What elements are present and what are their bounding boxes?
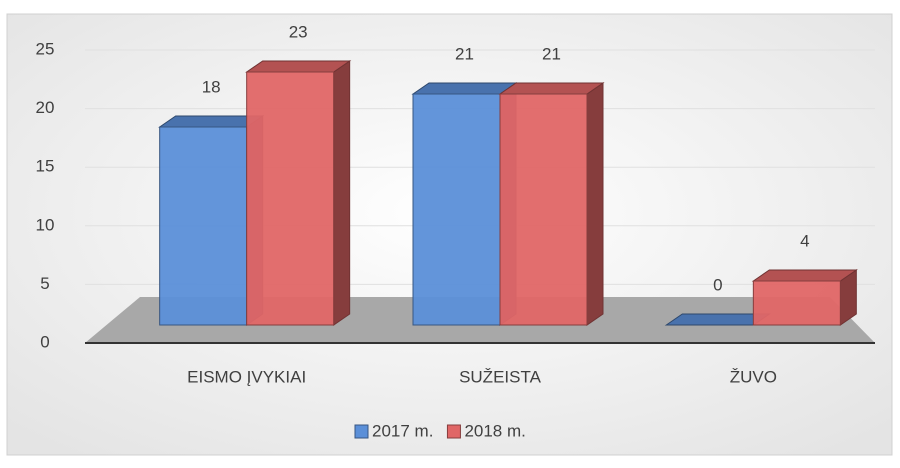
y-tick-label: 25 xyxy=(36,39,55,58)
bar-top xyxy=(245,60,352,73)
data-label: 21 xyxy=(542,44,561,63)
bar-side xyxy=(333,60,351,326)
data-label: 23 xyxy=(289,22,308,41)
bar xyxy=(246,71,335,326)
bar-top xyxy=(498,82,605,95)
data-label: 4 xyxy=(800,231,809,250)
x-tick-label: EISMO ĮVYKIAI xyxy=(187,367,306,386)
y-tick-label: 15 xyxy=(36,157,55,176)
legend-swatch xyxy=(354,424,369,439)
bar xyxy=(159,126,248,326)
bar xyxy=(412,93,501,326)
bar xyxy=(499,93,588,326)
legend-label: 2017 m. xyxy=(372,421,433,440)
y-tick-label: 20 xyxy=(36,98,55,117)
legend-label: 2018 m. xyxy=(464,421,525,440)
bar-top xyxy=(751,269,858,282)
x-tick-label: ŽUVO xyxy=(730,367,777,386)
y-tick-label: 0 xyxy=(40,332,49,351)
bar-top xyxy=(411,82,518,95)
y-tick-label: 10 xyxy=(36,215,55,234)
bar-side xyxy=(586,82,604,326)
bar xyxy=(752,280,841,326)
data-label: 0 xyxy=(713,275,722,294)
y-tick-label: 5 xyxy=(40,274,49,293)
legend-swatch xyxy=(446,424,461,439)
data-label: 21 xyxy=(455,44,474,63)
x-tick-label: SUŽEISTA xyxy=(459,367,542,386)
data-label: 18 xyxy=(202,77,221,96)
